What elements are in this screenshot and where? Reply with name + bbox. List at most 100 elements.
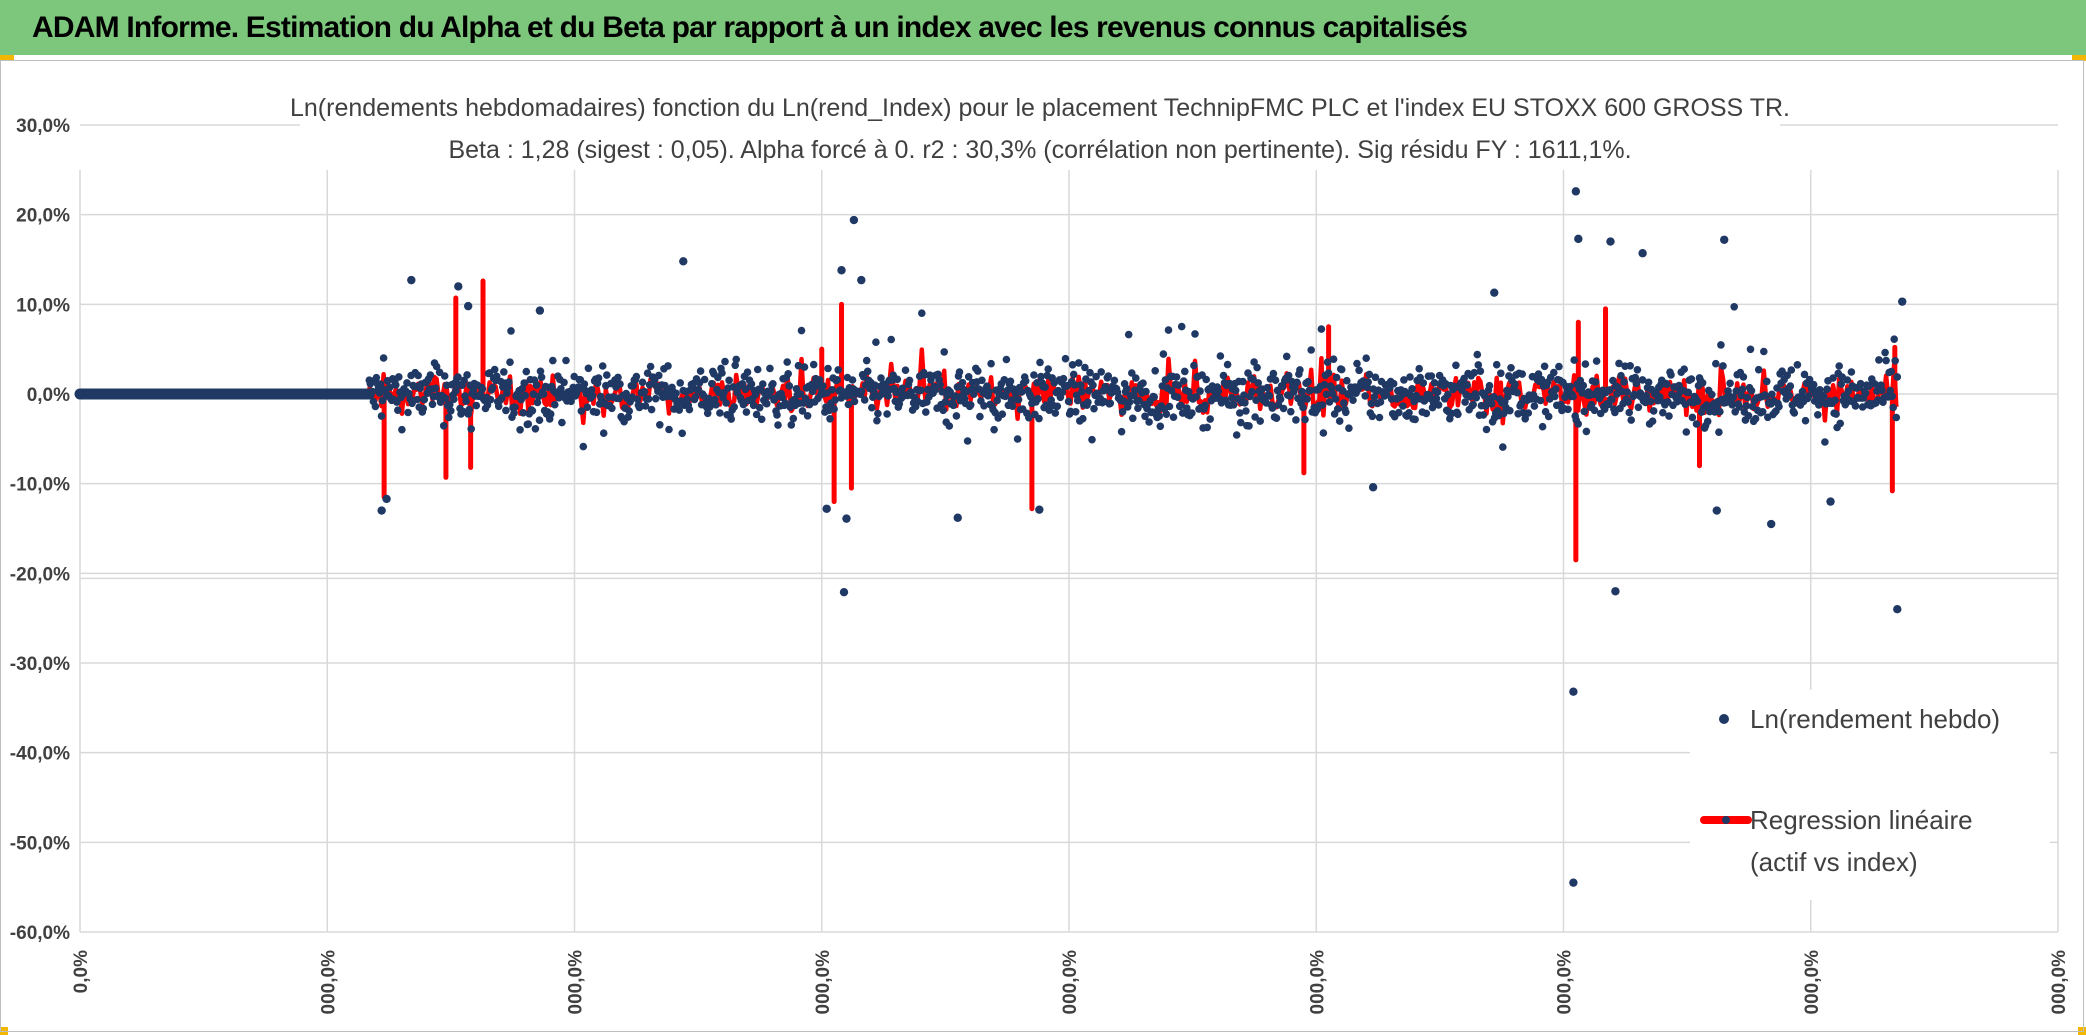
data-point	[796, 390, 805, 398]
data-point	[727, 415, 735, 423]
data-point	[1206, 415, 1214, 423]
data-point	[1074, 359, 1083, 367]
data-point	[1809, 380, 1818, 389]
data-point	[379, 354, 388, 362]
data-point	[1582, 427, 1591, 436]
data-point	[584, 364, 593, 373]
data-point	[371, 402, 380, 411]
data-point	[833, 376, 841, 384]
data-point	[1847, 368, 1856, 376]
x-tick-label: 000,0%	[813, 950, 834, 1015]
data-point	[1480, 392, 1489, 400]
data-point	[1368, 412, 1377, 421]
data-point	[1227, 393, 1236, 402]
outlier-point	[1035, 505, 1044, 514]
data-point	[1073, 396, 1082, 405]
outlier-point	[1893, 605, 1902, 614]
data-point	[465, 405, 474, 414]
data-point	[1176, 401, 1185, 410]
data-point	[1353, 359, 1361, 368]
data-point	[376, 380, 385, 388]
data-point	[1644, 378, 1653, 387]
outlier-point	[1574, 234, 1583, 244]
data-point	[1820, 392, 1828, 401]
data-point	[1044, 365, 1052, 373]
data-point	[583, 403, 592, 412]
data-point	[1002, 355, 1011, 364]
data-point	[1738, 385, 1747, 394]
data-point	[860, 396, 869, 404]
data-point	[1888, 392, 1896, 401]
data-point	[372, 373, 381, 382]
data-point	[440, 372, 449, 380]
data-point	[708, 379, 716, 388]
data-point	[1079, 414, 1087, 423]
data-point	[1236, 409, 1244, 417]
data-point	[1698, 379, 1707, 387]
data-point	[887, 335, 895, 344]
data-point	[1580, 407, 1589, 416]
data-point	[647, 405, 656, 414]
data-point	[778, 393, 786, 402]
data-point	[766, 364, 774, 373]
data-point	[1320, 380, 1329, 389]
outlier-point	[1766, 519, 1776, 529]
data-point	[656, 421, 664, 429]
data-point	[1851, 402, 1860, 410]
data-point	[905, 376, 914, 385]
data-point	[1145, 418, 1153, 426]
data-point	[757, 415, 766, 424]
outlier-point	[535, 306, 545, 315]
data-point	[941, 398, 949, 406]
data-point	[1566, 382, 1574, 391]
data-point	[747, 380, 756, 388]
data-point	[1889, 403, 1897, 412]
data-point	[936, 381, 944, 389]
data-point	[1219, 371, 1228, 380]
data-point	[1036, 358, 1044, 367]
data-point	[1237, 418, 1245, 427]
data-point	[1680, 365, 1688, 374]
data-point	[1550, 368, 1558, 377]
data-point	[1454, 410, 1462, 419]
data-point	[949, 401, 958, 410]
data-point	[1624, 398, 1632, 406]
data-point	[1223, 360, 1232, 369]
data-point	[1461, 398, 1469, 406]
data-point	[922, 408, 930, 416]
data-point	[1856, 379, 1865, 388]
data-point	[895, 400, 904, 408]
data-point	[1077, 381, 1085, 389]
data-point	[1265, 392, 1274, 400]
data-point	[492, 372, 501, 381]
outlier-point	[1490, 288, 1499, 297]
data-point	[1793, 361, 1802, 369]
data-point	[759, 380, 767, 388]
data-point	[629, 381, 638, 390]
x-tick-label: 000,0%	[2049, 950, 2070, 1015]
data-point	[1124, 330, 1133, 339]
data-point	[1058, 388, 1067, 397]
data-point	[1716, 407, 1724, 416]
data-point	[1181, 367, 1189, 376]
outlier-point	[1898, 297, 1907, 306]
data-point	[567, 397, 575, 406]
data-point	[1128, 369, 1136, 377]
data-point	[1708, 390, 1716, 399]
data-point	[1703, 417, 1712, 426]
data-point	[1778, 367, 1786, 376]
data-point	[1196, 387, 1204, 395]
data-point	[808, 387, 817, 396]
chart-frame	[0, 60, 2084, 1032]
data-point	[1499, 443, 1507, 451]
data-point	[1333, 405, 1342, 413]
data-point	[1400, 376, 1408, 384]
data-point	[625, 407, 633, 415]
data-point	[1061, 354, 1070, 363]
data-point	[953, 383, 962, 391]
data-point	[870, 388, 878, 396]
report-title: ADAM Informe. Estimation du Alpha et du …	[32, 10, 1468, 44]
data-point	[831, 396, 839, 404]
data-point	[1555, 362, 1563, 371]
data-point	[767, 387, 775, 395]
